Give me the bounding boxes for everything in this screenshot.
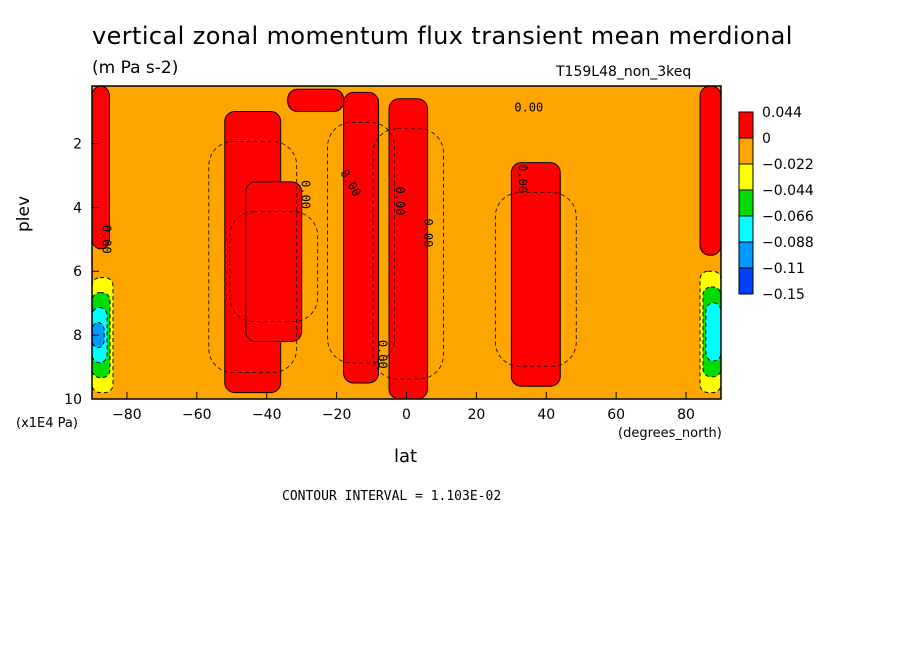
colorbar: 0.044 0 −0.022 −0.044 −0.066 −0.088 −0.11 −0.15 bbox=[738, 105, 814, 303]
contour-label-4: 0.00 bbox=[421, 218, 435, 247]
colorbar-label-0: 0.044 bbox=[762, 105, 802, 121]
dashed-contours bbox=[208, 121, 577, 380]
run-label: T159L48_non_3keq bbox=[556, 64, 692, 80]
x-ticks: −80 −60 −40 −20 0 20 40 60 80 bbox=[112, 392, 695, 423]
x-tick-label-3: −20 bbox=[322, 407, 352, 423]
dashed-contour-2 bbox=[229, 211, 319, 322]
colorbar-swatch-4 bbox=[738, 215, 754, 243]
x-tick-label-2: −40 bbox=[252, 407, 282, 423]
colorbar-label-5: −0.088 bbox=[762, 235, 814, 251]
positive-region-3 bbox=[343, 91, 380, 384]
dashed-contour-4 bbox=[372, 128, 444, 380]
colorbar-label-4: −0.066 bbox=[762, 209, 814, 225]
colorbar-label-7: −0.15 bbox=[762, 287, 805, 303]
chart-title: vertical zonal momentum flux transient m… bbox=[92, 22, 793, 50]
chart-units: (m Pa s-2) bbox=[92, 58, 179, 78]
x-tick-label-6: 40 bbox=[537, 407, 555, 423]
contour-label-1: 0.00 bbox=[299, 180, 313, 209]
contour-label-5: 0.00 bbox=[515, 164, 529, 193]
positive-region-5 bbox=[510, 162, 561, 387]
x-tick-label-7: 60 bbox=[607, 407, 625, 423]
y-tick-label-3: 8 bbox=[73, 328, 82, 344]
y-axis-unit: (x1E4 Pa) bbox=[16, 416, 78, 431]
contour-label-7: 0.00 bbox=[99, 225, 113, 254]
negative-region-1-level-2 bbox=[705, 302, 721, 362]
x-tick-label-5: 20 bbox=[467, 407, 485, 423]
positive-region-6 bbox=[92, 86, 110, 250]
x-tick-label-4: 0 bbox=[402, 407, 411, 423]
x-tick-label-8: 80 bbox=[677, 407, 695, 423]
contour-label-0: 0.00 bbox=[514, 101, 543, 115]
colorbar-swatch-6 bbox=[738, 267, 754, 295]
contour-label-6: 0.00 bbox=[376, 340, 390, 369]
field-regions bbox=[92, 86, 721, 399]
y-tick-label-2: 6 bbox=[73, 264, 82, 280]
colorbar-swatch-5 bbox=[738, 241, 754, 269]
contour-label-3: 0.00 bbox=[393, 187, 407, 216]
dashed-contour-3 bbox=[327, 121, 395, 364]
colorbar-swatch-3 bbox=[738, 189, 754, 217]
dashed-contour-0 bbox=[208, 141, 298, 374]
x-tick-label-0: −80 bbox=[112, 407, 142, 423]
dashed-contour-5 bbox=[494, 192, 577, 367]
y-tick-label-0: 2 bbox=[73, 136, 82, 152]
colorbar-label-2: −0.022 bbox=[762, 157, 814, 173]
colorbar-swatch-2 bbox=[738, 163, 754, 191]
colorbar-label-3: −0.044 bbox=[762, 183, 814, 199]
x-tick-label-1: −60 bbox=[182, 407, 212, 423]
colorbar-swatch-0 bbox=[738, 111, 754, 139]
positive-region-2 bbox=[245, 181, 303, 343]
positive-region-7 bbox=[699, 86, 721, 256]
x-axis-unit: (degrees_north) bbox=[618, 426, 722, 441]
positive-region-4 bbox=[388, 98, 428, 399]
y-tick-label-1: 4 bbox=[73, 200, 82, 216]
colorbar-label-1: 0 bbox=[762, 131, 771, 147]
y-tick-label-4: 10 bbox=[64, 392, 82, 408]
contour-interval: CONTOUR INTERVAL = 1.103E-02 bbox=[282, 489, 502, 504]
colorbar-label-6: −0.11 bbox=[762, 261, 805, 277]
positive-region-1 bbox=[287, 88, 345, 113]
x-axis-label: lat bbox=[394, 446, 418, 467]
colorbar-swatch-1 bbox=[738, 137, 754, 165]
y-ticks: 2 4 6 8 10 bbox=[64, 136, 99, 408]
